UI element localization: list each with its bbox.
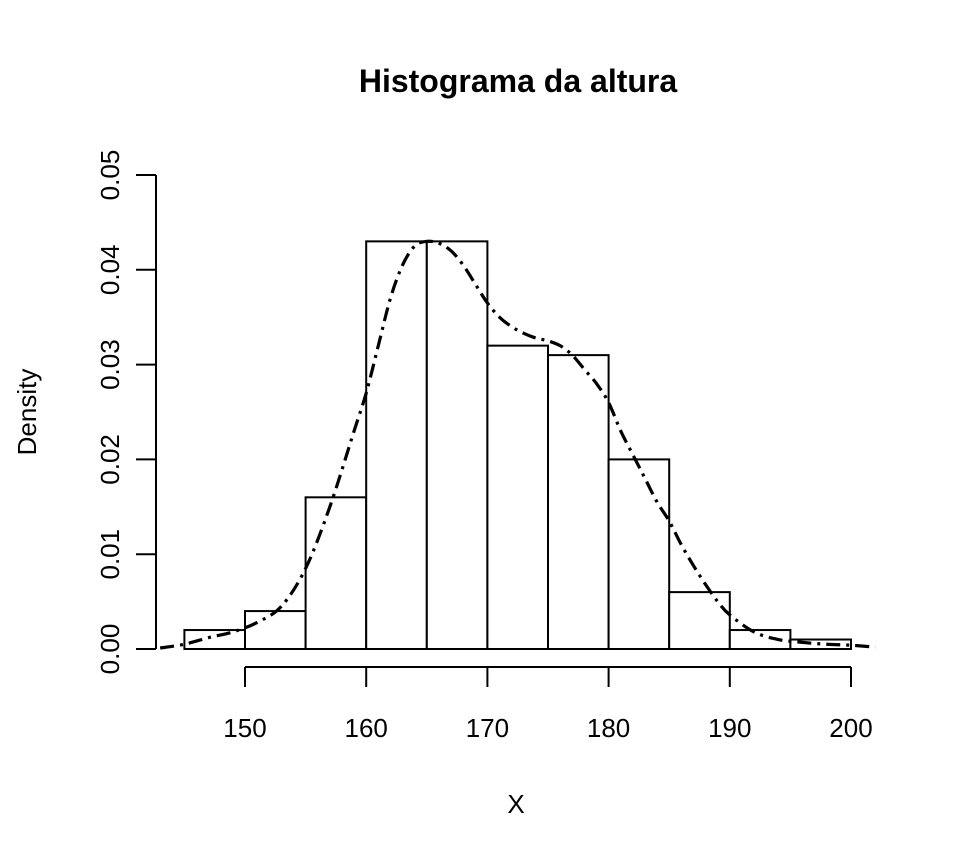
histogram-bar-4 xyxy=(425,240,489,651)
histogram-bar-1 xyxy=(244,610,307,651)
y-axis-label: Density xyxy=(12,369,42,456)
histogram-bar-0 xyxy=(183,629,246,650)
x-axis-label: X xyxy=(507,789,524,819)
x-tick-label: 160 xyxy=(345,713,388,743)
x-tick-label: 200 xyxy=(829,713,872,743)
y-tick-label: 0.03 xyxy=(95,339,125,390)
histogram-bar-8 xyxy=(668,591,731,650)
y-tick-label: 0.04 xyxy=(95,244,125,295)
histogram-bar-10 xyxy=(789,638,853,651)
histogram-bar-3 xyxy=(365,240,428,651)
y-tick-label: 0.02 xyxy=(95,434,125,485)
x-tick-label: 180 xyxy=(587,713,630,743)
x-axis: 150 160 170 180 190 200 xyxy=(223,666,873,743)
x-tick-label: 170 xyxy=(466,713,509,743)
x-tick-label: 190 xyxy=(708,713,751,743)
x-tick-label: 150 xyxy=(223,713,266,743)
chart-title: Histograma da altura xyxy=(359,63,678,99)
histogram-bars xyxy=(183,240,853,651)
y-tick-label: 0.00 xyxy=(95,624,125,675)
histogram-bar-6 xyxy=(547,354,610,650)
histogram-bar-2 xyxy=(304,496,368,650)
y-axis: 0.00 0.01 0.02 0.03 0.04 0.05 xyxy=(95,150,157,675)
y-tick-label: 0.05 xyxy=(95,150,125,201)
histogram-bar-5 xyxy=(486,344,549,650)
histogram-bar-7 xyxy=(607,458,671,650)
density-curve xyxy=(159,239,876,650)
y-tick-label: 0.01 xyxy=(95,529,125,580)
